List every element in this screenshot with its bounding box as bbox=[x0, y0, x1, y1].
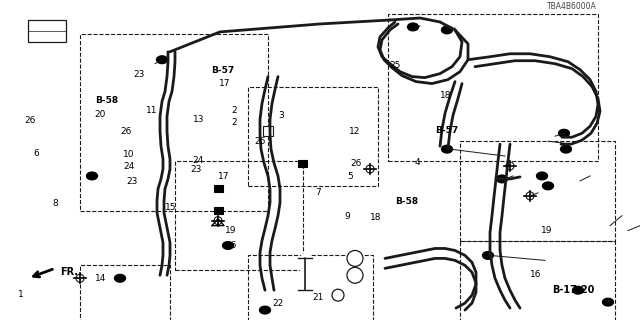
Ellipse shape bbox=[602, 298, 614, 306]
Bar bbox=[80, 34, 268, 211]
Text: 21: 21 bbox=[312, 293, 324, 302]
Text: 9: 9 bbox=[344, 212, 350, 221]
Bar bbox=[214, 185, 223, 192]
Text: 18: 18 bbox=[440, 92, 452, 100]
Text: 26: 26 bbox=[120, 127, 132, 136]
Bar bbox=[388, 14, 598, 161]
Bar bbox=[460, 141, 615, 241]
Text: 1: 1 bbox=[18, 290, 24, 299]
Ellipse shape bbox=[115, 274, 125, 282]
Ellipse shape bbox=[156, 56, 168, 64]
Text: 16: 16 bbox=[530, 270, 541, 279]
Text: 7: 7 bbox=[315, 188, 321, 197]
Text: 22: 22 bbox=[272, 299, 284, 308]
Text: 24: 24 bbox=[192, 156, 204, 165]
Ellipse shape bbox=[543, 182, 554, 190]
Ellipse shape bbox=[483, 252, 493, 260]
Text: 6: 6 bbox=[33, 148, 39, 158]
Text: 12: 12 bbox=[349, 127, 360, 136]
Bar bbox=[248, 86, 378, 186]
Ellipse shape bbox=[536, 172, 548, 180]
Text: 25: 25 bbox=[389, 60, 401, 69]
Bar bbox=[263, 126, 273, 136]
Circle shape bbox=[332, 289, 344, 301]
Text: 26: 26 bbox=[351, 159, 362, 168]
Ellipse shape bbox=[442, 26, 452, 34]
Text: 10: 10 bbox=[123, 149, 134, 158]
Text: 19: 19 bbox=[225, 226, 237, 235]
Text: 26: 26 bbox=[225, 241, 237, 250]
Ellipse shape bbox=[558, 129, 570, 137]
Text: 2: 2 bbox=[232, 118, 237, 127]
Text: 13: 13 bbox=[193, 115, 205, 124]
Text: 17: 17 bbox=[219, 79, 230, 88]
Bar bbox=[460, 241, 615, 320]
Ellipse shape bbox=[408, 23, 419, 31]
Circle shape bbox=[214, 217, 222, 225]
Text: FR.: FR. bbox=[60, 267, 78, 277]
Text: B-58: B-58 bbox=[396, 197, 419, 206]
Bar bbox=[175, 161, 303, 270]
Text: 3: 3 bbox=[278, 111, 284, 120]
Ellipse shape bbox=[442, 145, 452, 153]
Text: B-17-20: B-17-20 bbox=[552, 285, 594, 295]
Bar bbox=[80, 265, 170, 320]
Circle shape bbox=[366, 165, 374, 173]
Ellipse shape bbox=[561, 145, 572, 153]
Bar bbox=[214, 207, 223, 214]
Text: 17: 17 bbox=[218, 172, 229, 181]
Circle shape bbox=[347, 251, 363, 266]
Text: 8: 8 bbox=[52, 199, 58, 208]
Text: TBA4B6000A: TBA4B6000A bbox=[547, 2, 597, 11]
Bar bbox=[298, 160, 307, 166]
Text: 18: 18 bbox=[370, 213, 381, 222]
FancyBboxPatch shape bbox=[28, 20, 66, 42]
Text: 26: 26 bbox=[255, 137, 266, 146]
Text: 23: 23 bbox=[127, 177, 138, 186]
Bar bbox=[248, 255, 373, 320]
Text: 23: 23 bbox=[191, 165, 202, 174]
Circle shape bbox=[526, 192, 534, 200]
Text: 11: 11 bbox=[146, 106, 157, 115]
Text: B-57: B-57 bbox=[211, 66, 234, 75]
Ellipse shape bbox=[86, 172, 97, 180]
Circle shape bbox=[76, 274, 84, 282]
Text: 2: 2 bbox=[232, 106, 237, 115]
Text: 20: 20 bbox=[95, 109, 106, 118]
Text: 24: 24 bbox=[123, 162, 134, 171]
Ellipse shape bbox=[572, 286, 584, 294]
Text: 4: 4 bbox=[415, 158, 420, 167]
Ellipse shape bbox=[497, 175, 508, 183]
Text: B-57: B-57 bbox=[435, 126, 458, 135]
Circle shape bbox=[347, 267, 363, 283]
Ellipse shape bbox=[223, 242, 234, 250]
Text: 14: 14 bbox=[95, 274, 106, 283]
Text: 26: 26 bbox=[24, 116, 36, 125]
Text: 5: 5 bbox=[347, 172, 353, 181]
Text: 15: 15 bbox=[165, 203, 177, 212]
Text: B-58: B-58 bbox=[95, 95, 118, 105]
Ellipse shape bbox=[259, 306, 271, 314]
Text: 23: 23 bbox=[133, 70, 145, 79]
Text: 19: 19 bbox=[541, 226, 552, 235]
Circle shape bbox=[506, 162, 514, 170]
